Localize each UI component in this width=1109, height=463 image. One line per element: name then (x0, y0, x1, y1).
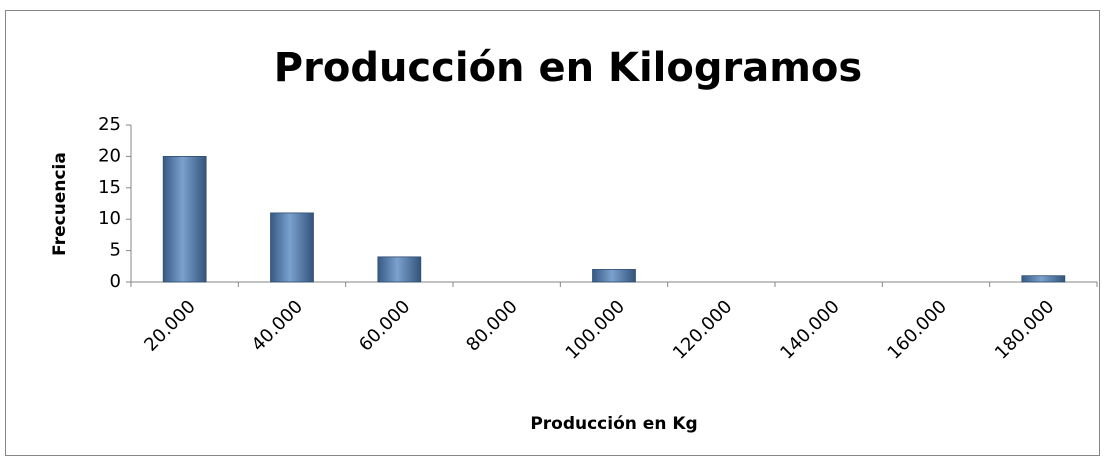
bar (270, 212, 314, 283)
y-tick-label: 10 (98, 208, 121, 229)
x-axis-label: Producción en Kg (530, 414, 697, 434)
y-tick-label: 15 (98, 177, 121, 198)
y-axis-label: Frecuencia (50, 152, 70, 256)
chart-title: Producción en Kilogramos (274, 45, 862, 91)
y-tick-label: 25 (98, 114, 121, 135)
y-tick-label: 0 (110, 271, 121, 292)
bar (377, 256, 422, 283)
bar (1021, 275, 1066, 283)
y-tick-label: 5 (110, 240, 121, 261)
y-tick-label: 20 (98, 145, 121, 166)
bar (592, 269, 636, 283)
bar (162, 155, 207, 283)
